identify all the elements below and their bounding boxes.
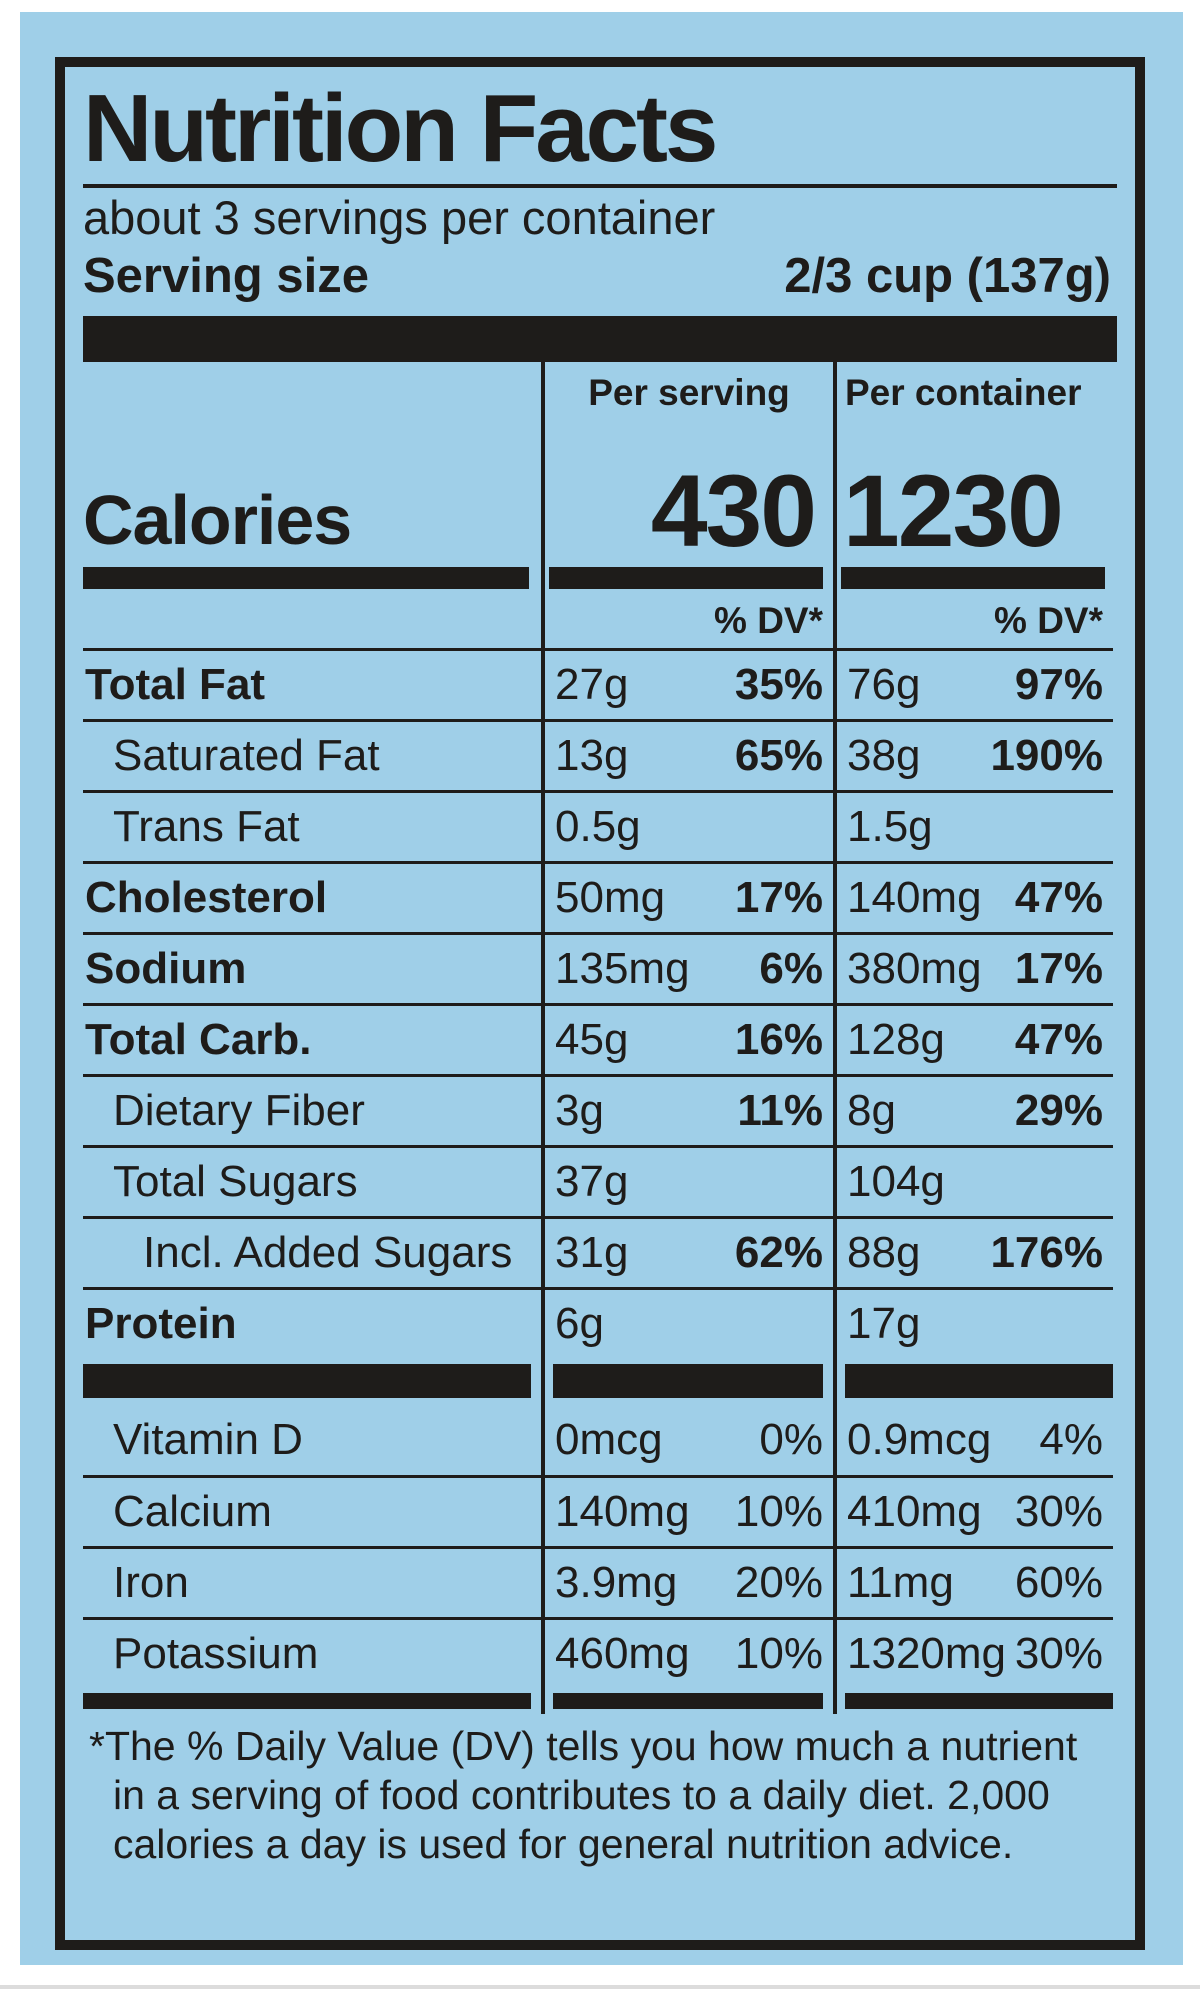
per-serving-values: 45g 16% — [545, 1003, 833, 1074]
nutrient-row-name: Total Fat — [83, 648, 541, 719]
mid-bar-cell — [837, 1358, 1113, 1404]
nutrient-row-name: Saturated Fat — [83, 719, 541, 790]
per-container-values: 1.5g — [837, 790, 1113, 861]
serving-size-label: Serving size — [83, 249, 369, 304]
serving-size-row: Serving size 2/3 cup (137g) — [83, 247, 1117, 306]
footnote-line-1: *The % Daily Value (DV) tells you how mu… — [89, 1723, 1078, 1770]
label-title: Nutrition Facts — [83, 78, 1117, 188]
per-container-values: 0.9mcg 4% — [847, 1414, 1103, 1464]
column-per-serving: Per serving 430 % DV* 27g 35% 13g 65% 0.5g… — [545, 362, 837, 1715]
nutrient-row-name: Total Sugars — [83, 1145, 541, 1216]
nutrient-row-name: Dietary Fiber — [83, 1074, 541, 1145]
mid-bar-cell — [545, 1358, 833, 1404]
vitamin-row-name: Vitamin D — [113, 1414, 303, 1464]
calories-underline-cell — [83, 562, 541, 594]
footnote-line-2: in a serving of food contributes to a da… — [113, 1772, 1050, 1819]
dv-header-per-container: % DV* — [994, 600, 1103, 642]
per-serving-values: 50mg 17% — [545, 861, 833, 932]
per-container-values: 17g — [837, 1287, 1113, 1358]
per-container-values: 140mg 47% — [837, 861, 1113, 932]
nutrient-row-name: Protein — [83, 1287, 541, 1358]
serving-size-value: 2/3 cup (137g) — [784, 249, 1111, 304]
per-serving-values: 140mg 10% — [545, 1475, 833, 1546]
calories-underline-cell — [545, 562, 833, 594]
per-serving-values: 27g 35% — [545, 648, 833, 719]
calories-per-serving-value: 430 — [650, 454, 817, 563]
vitamin-row-name: Iron — [83, 1546, 541, 1617]
separator-thick-bar-top — [83, 316, 1117, 363]
per-container-values: 380mg 17% — [837, 932, 1113, 1003]
calories-underline-cell — [837, 562, 1113, 594]
separator-mid-bar — [553, 1364, 823, 1399]
per-serving-values: 37g — [545, 1145, 833, 1216]
per-container-values: 410mg 30% — [837, 1475, 1113, 1546]
per-serving-values: 460mg 10% — [545, 1617, 833, 1688]
footnote-line-3: calories a day is used for general nutri… — [113, 1821, 1014, 1868]
nutrient-row-name: Total Carb. — [83, 1003, 541, 1074]
per-serving-values: 3.9mg 20% — [545, 1546, 833, 1617]
end-bar-cell — [83, 1688, 541, 1714]
per-serving-values: 31g 62% — [545, 1216, 833, 1287]
per-container-header: Per container — [845, 372, 1082, 414]
calories-underline-bar — [549, 567, 823, 590]
separator-end-bar — [83, 1693, 531, 1710]
per-serving-values: 135mg 6% — [545, 932, 833, 1003]
per-container-values: 1320mg 30% — [837, 1617, 1113, 1688]
separator-end-bar — [845, 1693, 1113, 1710]
calories-underline-bar — [841, 567, 1105, 590]
per-container-values: 8g 29% — [837, 1074, 1113, 1145]
per-container-values: 104g — [837, 1145, 1113, 1216]
per-container-values: 11mg 60% — [837, 1546, 1113, 1617]
mid-bar-cell — [83, 1358, 541, 1404]
per-serving-values: 0.5g — [545, 790, 833, 861]
per-container-values: 88g 176% — [837, 1216, 1113, 1287]
separator-end-bar — [553, 1693, 823, 1710]
footnote: *The % Daily Value (DV) tells you how mu… — [83, 1722, 1117, 1870]
servings-per-container: about 3 servings per container — [83, 190, 716, 244]
page-bottom-edge-line — [0, 1985, 1200, 1989]
per-serving-values: 13g 65% — [545, 719, 833, 790]
nutrient-row-name: Trans Fat — [83, 790, 541, 861]
per-serving-values: 3g 11% — [545, 1074, 833, 1145]
vitamin-row-name: Calcium — [83, 1475, 541, 1546]
per-container-values: 38g 190% — [837, 719, 1113, 790]
vitamin-row-name: Potassium — [83, 1617, 541, 1688]
dv-header-per-serving: % DV* — [714, 600, 823, 642]
separator-mid-bar — [845, 1364, 1113, 1399]
per-serving-values: 6g — [545, 1287, 833, 1358]
nutrient-table: Calories Total Fat Saturated Fat Trans F… — [83, 362, 1117, 1715]
end-bar-cell — [837, 1688, 1113, 1714]
nutrient-row-name: Incl. Added Sugars — [83, 1216, 541, 1287]
per-serving-values: 0mcg 0% — [555, 1414, 823, 1464]
calories-per-container-value: 1230 — [843, 454, 1064, 563]
per-container-values: 128g 47% — [837, 1003, 1113, 1074]
per-container-values: 76g 97% — [837, 648, 1113, 719]
calories-underline-bar — [83, 567, 529, 590]
separator-mid-bar — [83, 1364, 531, 1399]
nutrient-row-name: Sodium — [83, 932, 541, 1003]
column-nutrient-names: Calories Total Fat Saturated Fat Trans F… — [83, 362, 545, 1715]
nutrient-row-name: Cholesterol — [83, 861, 541, 932]
per-serving-header: Per serving — [588, 372, 790, 414]
dv-header-spacer — [83, 594, 541, 648]
calories-label: Calories — [83, 481, 352, 560]
end-bar-cell — [545, 1688, 833, 1714]
empty-header-cell — [83, 362, 541, 416]
nutrition-facts-label: Nutrition Facts about 3 servings per con… — [55, 57, 1145, 1950]
column-per-container: Per container 1230 % DV* 76g 97% 38g 190% … — [837, 362, 1113, 1714]
